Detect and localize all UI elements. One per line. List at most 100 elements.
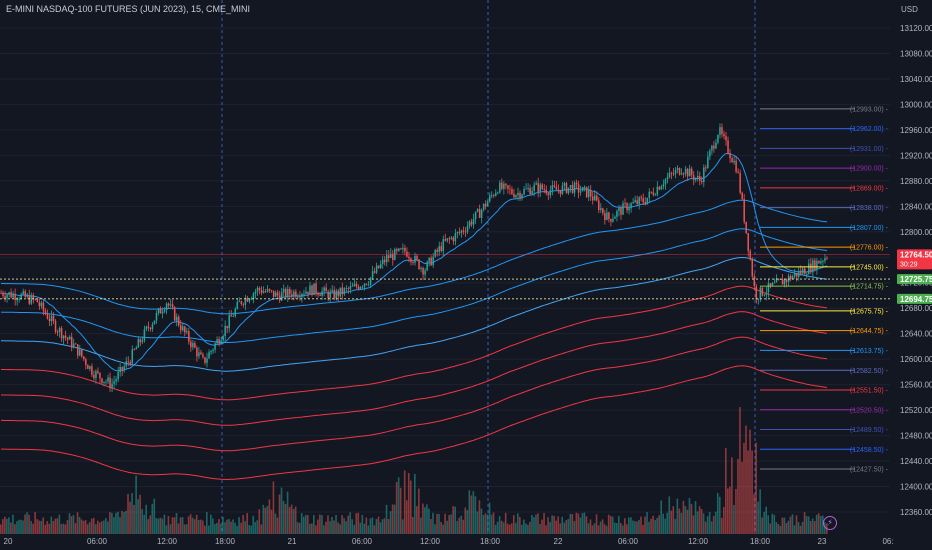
candle-body xyxy=(595,195,598,201)
volume-bar xyxy=(353,524,356,534)
candle-body xyxy=(284,288,287,298)
volume-bar xyxy=(325,521,327,534)
candle-body xyxy=(26,295,29,297)
price-tick-label: 12560.00 xyxy=(900,381,932,390)
ma-line xyxy=(1,365,828,481)
volume-bar xyxy=(40,520,43,534)
candle-body xyxy=(12,293,14,298)
lightning-icon[interactable]: ⚡ xyxy=(823,516,837,530)
candle-body xyxy=(177,316,180,326)
candle-body xyxy=(646,197,649,204)
volume-bar xyxy=(254,522,257,534)
volume-bar xyxy=(161,518,164,534)
candle-body xyxy=(50,315,53,322)
candle-body xyxy=(40,302,43,307)
candle-body xyxy=(801,268,804,274)
candle-body xyxy=(58,328,61,332)
volume-bar xyxy=(411,516,414,534)
volume-bar xyxy=(609,516,612,534)
volume-bar xyxy=(605,525,608,534)
candle-body xyxy=(236,301,239,309)
volume-bar xyxy=(70,516,73,534)
candle-body xyxy=(652,192,655,195)
volume-bar xyxy=(212,518,214,534)
candle-body xyxy=(307,291,309,295)
candle-body xyxy=(779,279,782,281)
volume-bar xyxy=(436,513,438,534)
volume-bar xyxy=(191,517,194,534)
candle-body xyxy=(258,287,261,290)
volume-bar xyxy=(652,515,654,534)
time-axis[interactable]: 20 06:00 12:00 18:00 21 06:00 12:00 18:00 22 06:0… xyxy=(4,537,894,546)
candle-body xyxy=(103,381,105,383)
candle-body xyxy=(670,172,673,174)
volume-bar xyxy=(597,525,600,534)
volume-bar xyxy=(565,520,568,534)
volume-bar xyxy=(549,522,551,534)
candle-body xyxy=(367,284,370,286)
volume-bar xyxy=(224,522,226,534)
candle-body xyxy=(266,289,269,292)
volume-bar xyxy=(741,461,743,534)
candle-body xyxy=(476,209,479,212)
volume-bar xyxy=(617,516,620,534)
volume-bar xyxy=(710,521,713,534)
volume-bar xyxy=(587,523,590,534)
volume-bar xyxy=(749,429,751,534)
candle-body xyxy=(600,208,602,211)
candle-body xyxy=(22,291,24,295)
pivot-levels: (12993.00) - (12962.00) - (12931.00) - (129… xyxy=(0,106,890,474)
volume-bar xyxy=(571,514,574,534)
candle-body xyxy=(85,359,87,366)
volume-bar xyxy=(24,514,26,534)
pivot-level-label: (12520.50) - xyxy=(850,407,889,414)
candles xyxy=(0,123,828,392)
candle-body xyxy=(690,168,693,176)
candle-body xyxy=(820,261,822,264)
volume-bar xyxy=(783,517,786,534)
volume-bar xyxy=(557,516,560,534)
volume-bar xyxy=(733,504,735,534)
volume-bar xyxy=(208,525,210,534)
candle-body xyxy=(715,142,717,149)
candle-body xyxy=(438,246,441,252)
volume-bar xyxy=(272,481,275,534)
volume-bar xyxy=(282,500,285,534)
volume-bars xyxy=(0,407,828,534)
volume-bar xyxy=(628,517,630,534)
candle-body xyxy=(194,343,196,348)
pivot-level-label: (12582.50) - xyxy=(850,368,889,375)
candle-body xyxy=(426,261,428,271)
volume-bar xyxy=(14,524,16,534)
candle-body xyxy=(462,230,465,232)
candle-body xyxy=(644,202,647,204)
volume-bar xyxy=(228,518,230,534)
candle-body xyxy=(48,318,51,322)
volume-bar xyxy=(32,523,34,534)
candle-body xyxy=(135,347,138,350)
candle-body xyxy=(523,189,525,195)
candle-body xyxy=(753,276,756,287)
volume-bar xyxy=(151,503,154,534)
volume-bar xyxy=(175,513,178,534)
volume-bar xyxy=(367,525,370,534)
candle-body xyxy=(42,302,45,311)
candle-body xyxy=(74,343,77,345)
candle-body xyxy=(272,290,275,297)
candle-body xyxy=(123,366,125,371)
volume-bar xyxy=(622,525,624,534)
volume-bar xyxy=(567,518,570,534)
candle-body xyxy=(216,339,218,344)
volume-bar xyxy=(514,522,517,534)
volume-bar xyxy=(573,521,576,534)
volume-bar xyxy=(153,498,156,534)
candle-body xyxy=(660,186,663,190)
candle-body xyxy=(167,303,170,306)
candle-body xyxy=(517,192,519,196)
volume-bar xyxy=(722,507,725,534)
volume-bar xyxy=(385,504,388,534)
candle-body xyxy=(789,275,792,280)
candle-body xyxy=(614,216,616,219)
volume-bar xyxy=(474,496,477,534)
